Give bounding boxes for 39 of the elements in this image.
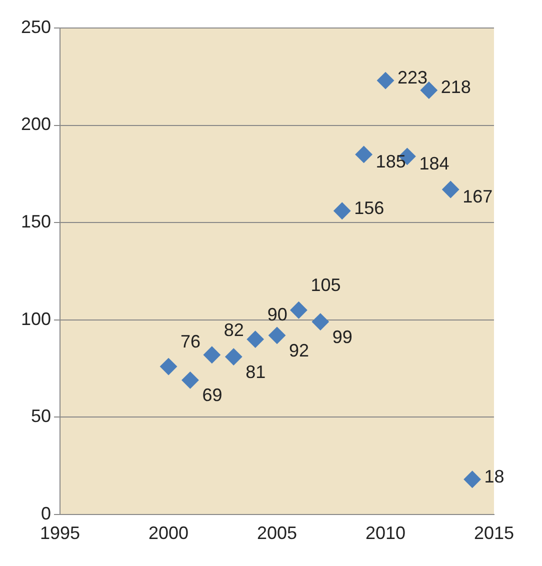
point — [203, 346, 220, 364]
data-label: 81 — [246, 362, 266, 382]
y-tick-label: 250 — [20, 16, 52, 37]
x-tick-label: 2005 — [256, 523, 298, 544]
x-tick-label: 2015 — [474, 523, 514, 544]
point — [377, 72, 394, 90]
point — [160, 358, 178, 376]
data-label: 99 — [332, 326, 352, 347]
y-tick-label: 200 — [20, 114, 52, 134]
point — [312, 313, 329, 330]
data-label: 185 — [376, 151, 406, 172]
data-label: 90 — [267, 304, 288, 324]
y-tick-label: 50 — [31, 406, 52, 426]
data-label: 223 — [398, 68, 428, 88]
y-tick-label: 0 — [41, 503, 52, 524]
x-tick-label: 2010 — [365, 523, 406, 544]
data-label: 92 — [289, 340, 310, 360]
point — [355, 146, 372, 163]
x-tick-label: 1995 — [40, 523, 80, 544]
y-tick-label: 100 — [20, 308, 52, 329]
x-tick-label: 2000 — [148, 523, 189, 544]
data-label: 69 — [202, 385, 222, 406]
data-label: 156 — [354, 198, 384, 218]
point — [334, 202, 351, 220]
data-label: 18 — [484, 466, 504, 486]
point — [268, 326, 286, 344]
data-label: 167 — [462, 186, 493, 206]
data-label: 76 — [180, 332, 201, 352]
data-label: 105 — [310, 275, 341, 296]
point — [442, 180, 460, 198]
point — [225, 348, 242, 366]
point — [182, 372, 199, 389]
data-label: 82 — [224, 320, 244, 340]
data-label: 218 — [440, 77, 471, 98]
point — [246, 330, 264, 348]
point — [464, 470, 481, 488]
point — [290, 302, 308, 319]
data-label: 184 — [419, 153, 450, 174]
y-tick-label: 150 — [20, 212, 52, 232]
